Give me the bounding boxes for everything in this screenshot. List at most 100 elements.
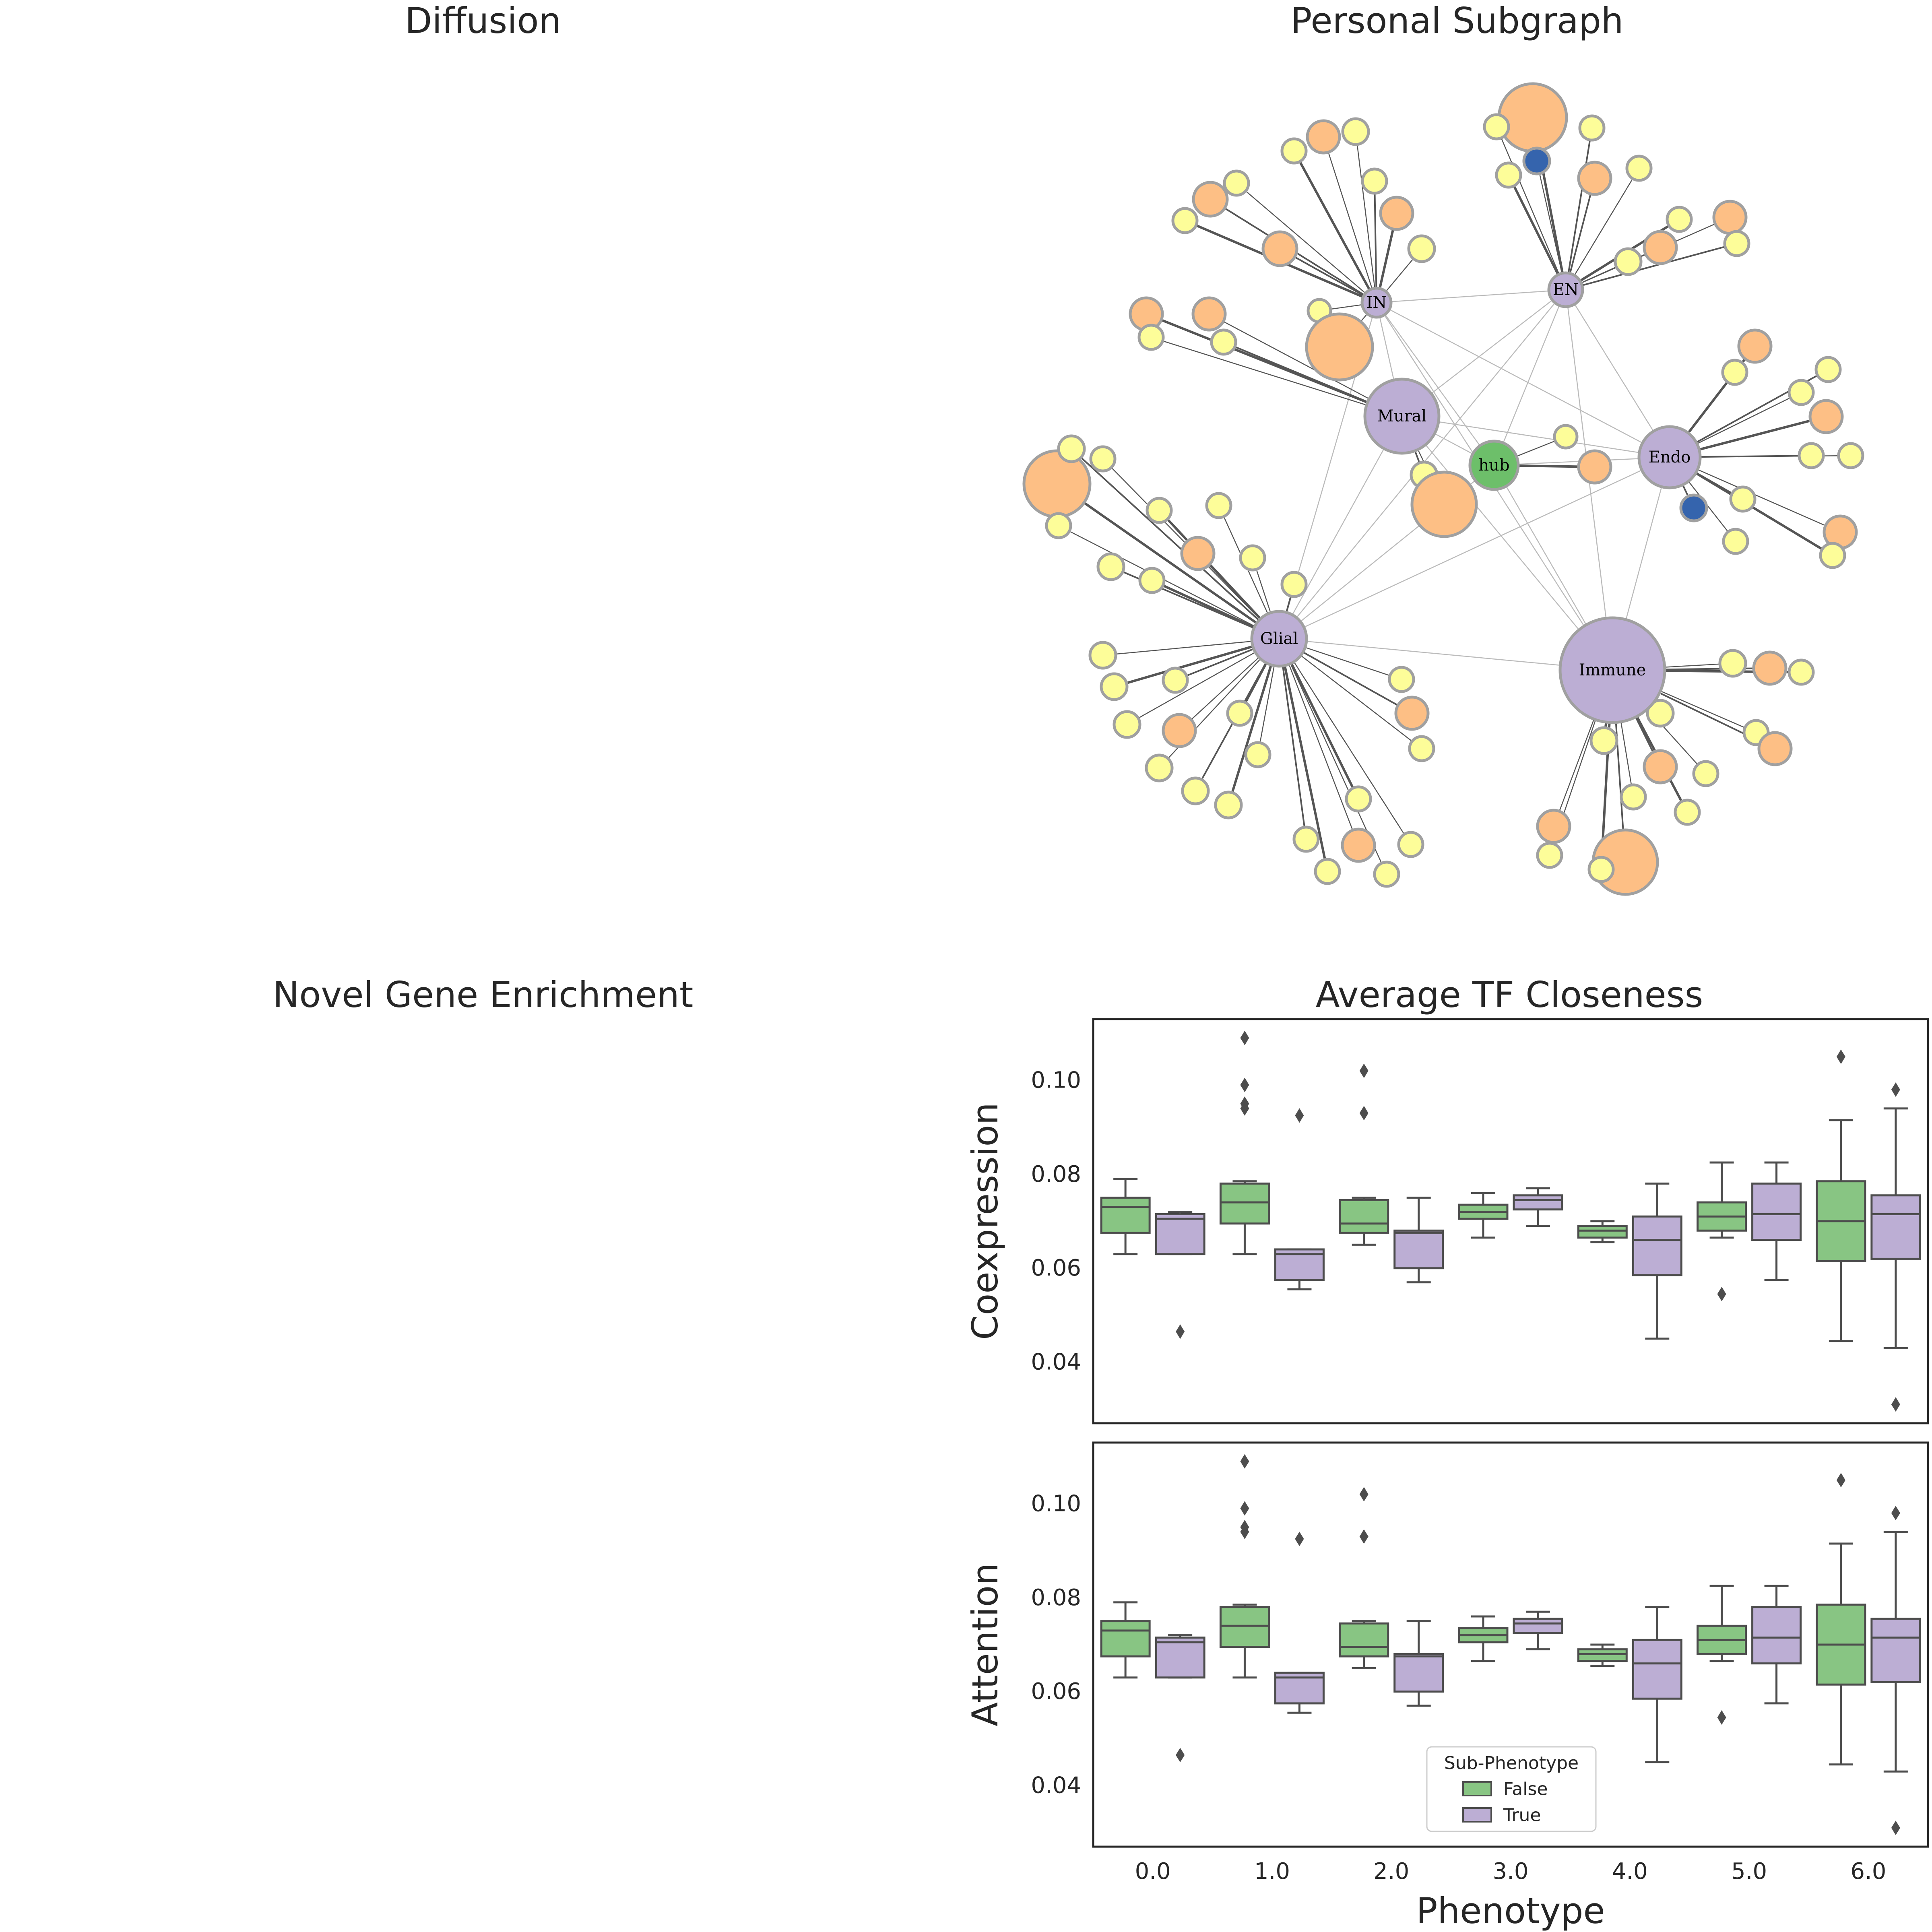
gene-node-yellow: [1214, 791, 1243, 819]
x-tick-label: 1.0: [1254, 1858, 1290, 1885]
gene-node-yellow: [1798, 442, 1825, 469]
x-tick-label: 6.0: [1850, 1858, 1886, 1885]
gene-node-orange: [1577, 161, 1612, 196]
y-tick-label: 0.08: [1031, 1585, 1081, 1611]
leaf-edge: [1278, 638, 1329, 872]
box-false-5.0: [1697, 1161, 1747, 1301]
gene-node-yellow: [1138, 567, 1166, 594]
cell-type-label-en: EN: [1553, 281, 1579, 299]
leaf-edge: [1565, 243, 1737, 291]
plot-frame: [1092, 1441, 1929, 1848]
leaf-edge: [1058, 525, 1280, 640]
diffusion-title: Diffusion: [405, 0, 561, 41]
box-body: [1632, 1639, 1682, 1700]
outlier-point: [1359, 1529, 1368, 1544]
novel-gene-title: Novel Gene Enrichment: [272, 974, 694, 1016]
legend: Sub-Phenotype False True: [1426, 1746, 1597, 1832]
outlier-point: [1359, 1106, 1368, 1121]
gene-node-yellow: [1239, 544, 1266, 572]
hub-edge: [1376, 289, 1566, 303]
y-axis-label: Coexpression: [964, 1102, 1006, 1340]
x-axis-label: Phenotype: [1416, 1890, 1605, 1932]
leaf-edge: [1496, 126, 1567, 290]
gene-node-yellow: [1408, 735, 1435, 762]
gene-node-orange: [1379, 196, 1414, 231]
gene-node-orange: [1643, 230, 1678, 265]
cell-type-label-hub: hub: [1478, 456, 1509, 475]
gene-node-yellow: [1373, 861, 1400, 888]
gene-node-orange: [1752, 650, 1788, 686]
gene-node-orange: [1305, 312, 1374, 382]
box-body: [1513, 1194, 1563, 1211]
box-true-6.0: [1870, 1082, 1921, 1412]
legend-title: Sub-Phenotype: [1444, 1753, 1579, 1773]
gene-node-yellow: [1223, 169, 1250, 197]
gene-node-yellow: [1113, 710, 1141, 739]
box-false-3.0: [1458, 1192, 1509, 1239]
box-body: [1393, 1229, 1444, 1269]
box-true-5.0: [1751, 1161, 1802, 1281]
hub-edge: [1279, 638, 1613, 671]
personal-subgraph-network: IN EN Mural hub Endo Glial Immune: [1022, 82, 1864, 896]
gene-node-yellow: [1146, 497, 1173, 524]
gene-node-yellow: [1162, 667, 1189, 694]
cell-type-label-mural: Mural: [1377, 407, 1426, 425]
gene-node-yellow: [1057, 434, 1086, 463]
leaf-edge: [1374, 181, 1377, 303]
gene-node-orange: [1536, 809, 1571, 844]
box-false-2.0: [1339, 1063, 1389, 1246]
cell-type-node-endo: [1637, 425, 1702, 489]
x-tick-label: 3.0: [1492, 1858, 1528, 1885]
box-true-5.0: [1751, 1585, 1802, 1705]
gene-node-yellow: [1181, 776, 1210, 805]
cell-type-node-en: [1547, 271, 1584, 308]
leaf-edge: [1278, 638, 1360, 800]
gene-node-orange: [1577, 449, 1612, 485]
box-body: [1100, 1197, 1151, 1234]
box-false-4.0: [1577, 1643, 1628, 1667]
gene-node-orange: [1192, 181, 1229, 218]
box-body: [1577, 1648, 1628, 1662]
gene-node-yellow: [1587, 856, 1615, 883]
outlier-point: [1717, 1286, 1726, 1301]
outlier-point: [1240, 1501, 1249, 1516]
x-tick-label: 5.0: [1731, 1858, 1767, 1885]
gene-node-yellow: [1210, 328, 1237, 356]
box-false-6.0: [1816, 1049, 1866, 1342]
gene-node-yellow: [1729, 485, 1757, 513]
y-tick-label: 0.04: [1031, 1349, 1081, 1375]
leaf-edge: [1293, 150, 1378, 303]
gene-node-yellow: [1718, 649, 1747, 678]
gene-node-yellow: [1292, 826, 1320, 853]
gene-node-yellow: [1145, 753, 1174, 782]
box-false-1.0: [1219, 1030, 1270, 1255]
outlier-point: [1836, 1473, 1845, 1488]
outlier-point: [1891, 1082, 1900, 1097]
gene-node-yellow: [1205, 492, 1232, 519]
gene-node-yellow: [1837, 442, 1864, 469]
outlier-point: [1240, 1096, 1249, 1111]
leaf-edge: [1565, 168, 1640, 290]
gene-node-yellow: [1088, 641, 1117, 670]
gene-node-yellow: [1341, 117, 1370, 146]
box-body: [1751, 1183, 1802, 1241]
gene-node-orange: [1261, 230, 1298, 267]
gene-node-orange: [1394, 696, 1430, 731]
y-tick-label: 0.10: [1031, 1490, 1081, 1517]
hub-edge: [1376, 302, 1670, 458]
gene-node-yellow: [1045, 512, 1072, 539]
gene-node-yellow: [1614, 247, 1643, 276]
hub-edge: [1402, 415, 1670, 458]
gene-node-yellow: [1089, 445, 1117, 473]
box-false-5.0: [1697, 1585, 1747, 1725]
box-true-2.0: [1393, 1197, 1444, 1284]
box-true-1.0: [1274, 1532, 1325, 1714]
leaf-edge: [1355, 131, 1377, 303]
gene-node-yellow: [1788, 658, 1815, 686]
hub-edge: [1279, 456, 1670, 640]
gene-node-yellow: [1819, 542, 1846, 569]
hub-edge: [1493, 289, 1567, 466]
leaf-edge: [1280, 248, 1377, 303]
gene-node-yellow: [1100, 672, 1129, 701]
cell-type-node-mural: [1363, 378, 1441, 455]
